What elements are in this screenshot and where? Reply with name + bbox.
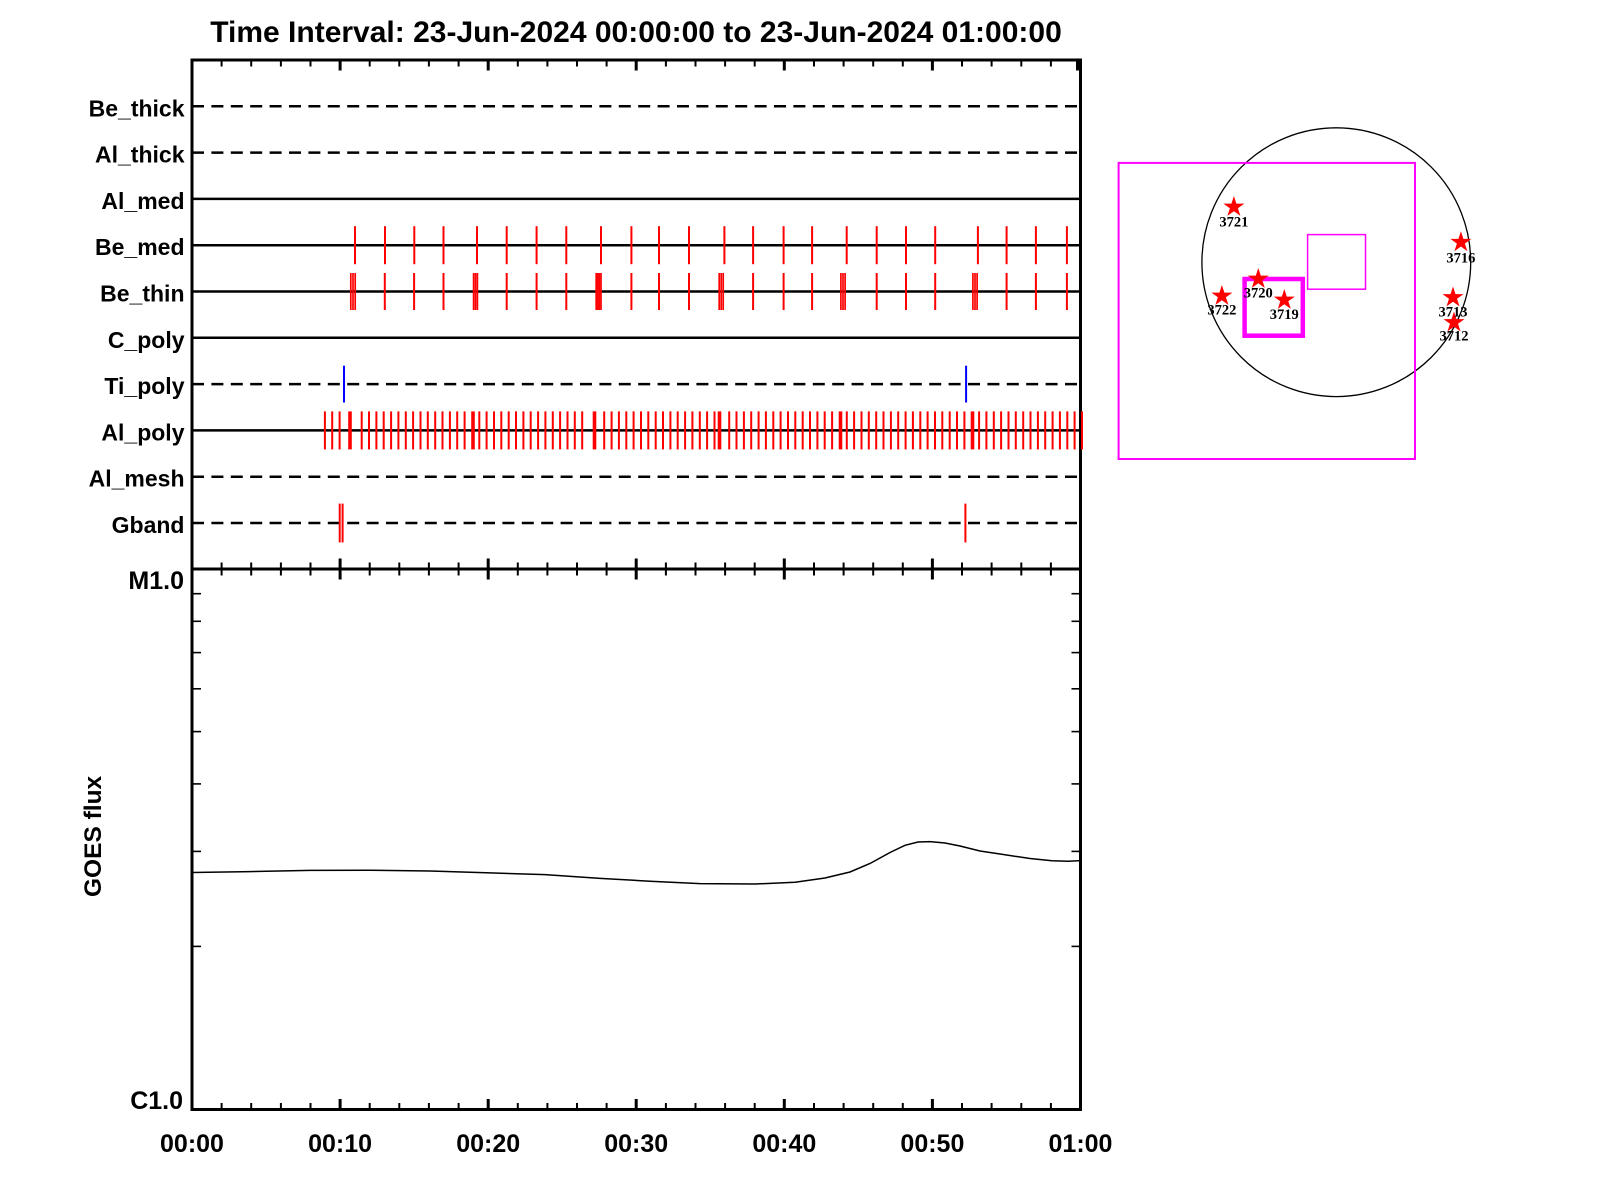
svg-text:Gband: Gband [112, 512, 185, 538]
svg-text:Al_poly: Al_poly [101, 419, 184, 445]
svg-text:3720: 3720 [1244, 286, 1273, 302]
svg-text:00:10: 00:10 [308, 1130, 372, 1158]
svg-text:00:20: 00:20 [456, 1130, 520, 1158]
svg-text:3712: 3712 [1440, 329, 1469, 345]
svg-text:Ti_poly: Ti_poly [104, 373, 184, 399]
svg-text:3713: 3713 [1439, 305, 1468, 321]
svg-text:Al_mesh: Al_mesh [89, 466, 185, 492]
svg-text:Time Interval: 23-Jun-2024 00:: Time Interval: 23-Jun-2024 00:00:00 to 2… [210, 16, 1062, 49]
svg-text:Be_thick: Be_thick [89, 95, 185, 121]
svg-text:00:30: 00:30 [604, 1130, 668, 1158]
svg-text:00:00: 00:00 [160, 1130, 224, 1158]
svg-text:Al_thick: Al_thick [95, 142, 185, 168]
svg-text:Be_med: Be_med [95, 234, 184, 260]
svg-text:00:50: 00:50 [900, 1130, 964, 1158]
svg-text:C1.0: C1.0 [130, 1087, 183, 1115]
svg-text:M1.0: M1.0 [128, 567, 184, 595]
svg-text:3716: 3716 [1446, 251, 1475, 267]
svg-text:GOES flux: GOES flux [80, 775, 107, 897]
svg-text:Be_thin: Be_thin [100, 281, 184, 307]
svg-text:Al_med: Al_med [101, 188, 184, 214]
svg-text:3722: 3722 [1207, 302, 1236, 318]
svg-text:3721: 3721 [1219, 215, 1248, 231]
svg-text:00:40: 00:40 [752, 1130, 816, 1158]
svg-text:C_poly: C_poly [108, 327, 185, 353]
svg-text:01:00: 01:00 [1049, 1130, 1113, 1158]
svg-text:3719: 3719 [1270, 307, 1299, 323]
